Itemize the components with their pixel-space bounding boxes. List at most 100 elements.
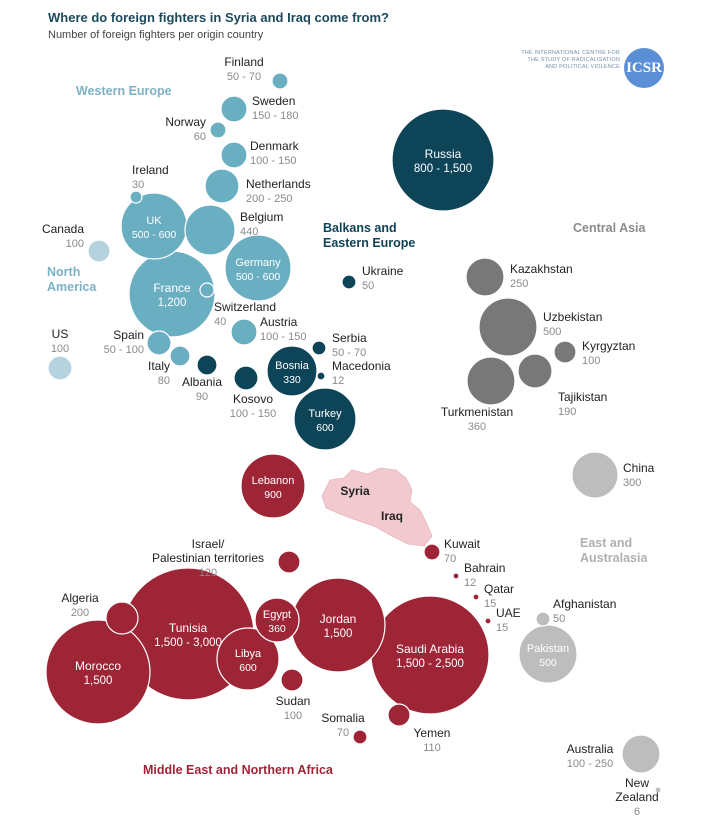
- bubble-yemen: [387, 703, 411, 727]
- bubble-sudan: [280, 668, 304, 692]
- value-somalia: 70: [337, 727, 349, 739]
- label-morocco: Morocco: [75, 659, 121, 673]
- value-ireland: 30: [132, 179, 144, 191]
- group-label-north-america: North America: [47, 265, 97, 294]
- value-belgium: 440: [240, 226, 258, 238]
- value-new-zealand: 6: [634, 806, 640, 818]
- bubble-turkey: [293, 387, 357, 451]
- label-egypt: Egypt: [263, 609, 291, 621]
- label-sweden: Sweden: [252, 94, 295, 108]
- label-china: China: [623, 461, 655, 475]
- value-pakistan: 500: [539, 657, 557, 669]
- label-uk: UK: [146, 215, 162, 227]
- label-australia: Australia: [567, 742, 614, 756]
- label-macedonia: Macedonia: [332, 359, 391, 373]
- value-france: 1,200: [158, 297, 187, 309]
- value-algeria: 200: [71, 607, 89, 619]
- value-sweden: 150 - 180: [252, 110, 298, 122]
- bubble-kazakhstan: [465, 257, 505, 297]
- bubble-ukraine: [341, 274, 357, 290]
- label-algeria: Algeria: [61, 591, 99, 605]
- label-uzbekistan: Uzbekistan: [543, 310, 602, 324]
- bubble-russia: [391, 108, 495, 212]
- value-qatar: 15: [484, 598, 496, 610]
- label-ireland: Ireland: [132, 163, 169, 177]
- value-bosnia: 330: [283, 374, 301, 386]
- label-bahrain: Bahrain: [464, 561, 505, 575]
- value-kazakhstan: 250: [510, 278, 528, 290]
- label-bosnia: Bosnia: [275, 360, 310, 372]
- bubble-algeria: [105, 601, 139, 635]
- bubble-somalia: [352, 729, 368, 745]
- group-label-central-asia: Central Asia: [573, 221, 647, 235]
- bubble-albania: [196, 354, 218, 376]
- value-macedonia: 12: [332, 375, 344, 387]
- value-turkmenistan: 360: [468, 421, 486, 433]
- label-saudi-arabia: Saudi Arabia: [396, 642, 464, 656]
- value-canada: 100: [66, 238, 84, 250]
- label-qatar: Qatar: [484, 582, 514, 596]
- value-bahrain: 12: [464, 577, 476, 589]
- label-spain: Spain: [113, 328, 144, 342]
- label-canada: Canada: [42, 222, 84, 236]
- bubble-norway: [209, 121, 227, 139]
- value-kuwait: 70: [444, 553, 456, 565]
- label-denmark: Denmark: [250, 139, 300, 153]
- label-afghanistan: Afghanistan: [553, 597, 616, 611]
- label-us: US: [52, 327, 69, 341]
- value-egypt: 360: [268, 623, 286, 635]
- bubble-australia: [621, 734, 661, 774]
- bubble-finland: [271, 72, 289, 90]
- value-kyrgyztan: 100: [582, 355, 600, 367]
- label-jordan: Jordan: [320, 612, 357, 626]
- label-kuwait: Kuwait: [444, 537, 481, 551]
- value-turkey: 600: [316, 422, 334, 434]
- value-spain: 50 - 100: [104, 344, 144, 356]
- bubble-ireland: [129, 190, 143, 204]
- bubble-macedonia: [316, 371, 326, 381]
- bubble-china: [571, 451, 619, 499]
- group-label-middle-east-and-northern-africa: Middle East and Northern Africa: [143, 763, 334, 777]
- bubble-morocco: [45, 619, 151, 725]
- label-yemen: Yemen: [414, 726, 451, 740]
- bubble-afghanistan: [535, 611, 551, 627]
- bubble-denmark: [220, 141, 248, 169]
- label-kyrgyztan: Kyrgyztan: [582, 339, 635, 353]
- value-uzbekistan: 500: [543, 326, 561, 338]
- label-ukraine: Ukraine: [362, 264, 404, 278]
- value-libya: 600: [239, 662, 257, 674]
- bubble-germany: [224, 234, 292, 302]
- value-saudi-arabia: 1,500 - 2,500: [396, 658, 464, 670]
- value-netherlands: 200 - 250: [246, 193, 292, 205]
- chart-title: Where do foreign fighters in Syria and I…: [48, 10, 389, 25]
- bubble-new-zealand: [654, 786, 662, 794]
- label-finland: Finland: [224, 55, 263, 69]
- bubble-italy: [169, 345, 191, 367]
- label-lebanon: Lebanon: [252, 475, 295, 487]
- bubble-kosovo: [233, 365, 259, 391]
- label-germany: Germany: [235, 257, 281, 269]
- bubble-bosnia: [266, 345, 318, 397]
- value-yemen: 110: [423, 742, 441, 754]
- label-albania: Albania: [182, 375, 222, 389]
- value-norway: 60: [194, 131, 206, 143]
- value-sudan: 100: [284, 710, 302, 722]
- value-kosovo: 100 - 150: [230, 408, 276, 420]
- label-kosovo: Kosovo: [233, 392, 273, 406]
- bubble-serbia: [311, 340, 327, 356]
- bubble-belgium: [184, 204, 236, 256]
- label-tajikistan: Tajikistan: [558, 390, 607, 404]
- label-switzerland: Switzerland: [214, 300, 276, 314]
- bubble-israel-palestinian-territories: [277, 550, 301, 574]
- label-uae: UAE: [496, 606, 521, 620]
- value-morocco: 1,500: [84, 675, 113, 687]
- bubble-uzbekistan: [478, 297, 538, 357]
- label-pakistan: Pakistan: [527, 643, 569, 655]
- bubble-egypt: [254, 597, 300, 643]
- label-france: France: [153, 281, 191, 295]
- label-sudan: Sudan: [276, 694, 311, 708]
- bubble-spain: [146, 330, 172, 356]
- value-austria: 100 - 150: [260, 331, 306, 343]
- bubble-netherlands: [204, 168, 240, 204]
